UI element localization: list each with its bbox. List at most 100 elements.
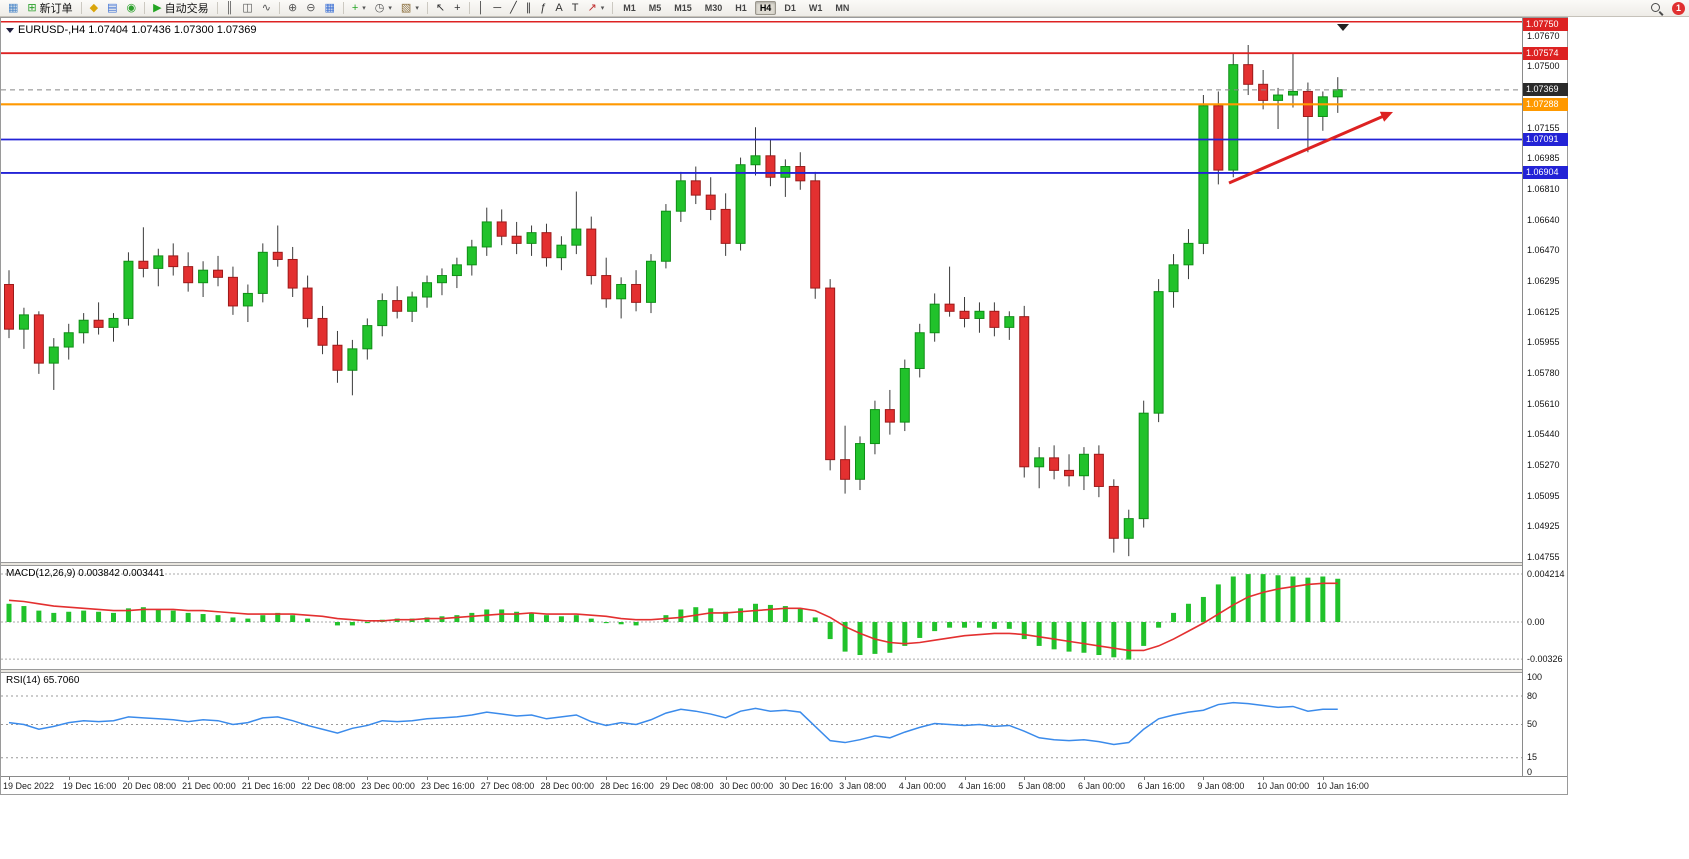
timeframe-m5-button[interactable]: M5 <box>648 3 662 13</box>
navigator-button[interactable]: ◉ <box>123 0 141 17</box>
candle <box>526 232 537 244</box>
time-axis-label: 10 Jan 00:00 <box>1257 781 1310 791</box>
line-chart-button[interactable]: ∿ <box>258 0 275 17</box>
candle <box>929 303 940 334</box>
candle <box>168 255 179 268</box>
trend-arrow-head <box>1379 111 1393 122</box>
time-tick <box>307 777 309 780</box>
templates-button[interactable]: ▧ ▾ <box>397 0 423 17</box>
candle <box>496 221 507 237</box>
chart-shift-marker[interactable] <box>1337 24 1349 31</box>
candlesticks-icon: ◫ <box>242 2 253 14</box>
candle <box>720 208 731 244</box>
current-price-badge[interactable]: 1.07369 <box>1523 83 1568 97</box>
candle <box>1317 96 1328 117</box>
vline-button[interactable]: │ <box>474 0 489 17</box>
price-axis[interactable]: 1.07670 1.07500 1.07155 1.06985 1.06810 1.066… <box>1522 18 1568 777</box>
candle <box>138 260 149 269</box>
candle <box>780 166 791 178</box>
candle <box>959 310 970 319</box>
time-axis-label: 3 Jan 08:00 <box>839 781 887 791</box>
price-badge-1-06904[interactable]: 1.06904 <box>1523 166 1568 180</box>
auto-trading-button-label: 自动交易 <box>164 3 209 15</box>
timeframe-m1-button[interactable]: M1 <box>623 3 636 13</box>
zoom-out-button[interactable]: ⊖ <box>302 0 319 17</box>
candle <box>272 251 283 260</box>
candle <box>899 367 910 423</box>
candle <box>884 409 895 423</box>
periods-button[interactable]: ◷ ▾ <box>371 0 396 17</box>
caret-down-icon: ▾ <box>362 5 366 12</box>
candle <box>1108 485 1119 539</box>
one-click-trading-toggle[interactable] <box>6 28 14 33</box>
price-badge-1-07288[interactable]: 1.07288 <box>1523 97 1568 111</box>
macd-panel[interactable]: MACD(12,26,9) 0.003842 0.003441 <box>1 566 1522 669</box>
time-tick <box>188 777 190 780</box>
trendline-button[interactable]: ╱ <box>506 0 521 17</box>
panel-splitter-rsi[interactable] <box>1 669 1567 673</box>
new-chart-button[interactable]: ▦ <box>4 0 22 17</box>
trend-arrow[interactable] <box>1228 113 1389 185</box>
candle <box>511 235 522 244</box>
toolbar-separator <box>144 2 146 14</box>
rsi-canvas[interactable] <box>1 673 1522 776</box>
timeframe-w1-button[interactable]: W1 <box>808 3 823 13</box>
search-button[interactable] <box>1646 0 1667 17</box>
zoom-in-button[interactable]: ⊕ <box>284 0 301 17</box>
notification-badge[interactable]: 1 <box>1672 1 1685 15</box>
time-axis-label: 27 Dec 08:00 <box>480 781 535 791</box>
macd-canvas[interactable] <box>1 566 1522 669</box>
tile-windows-icon: ▦ <box>324 2 335 14</box>
crosshair-button[interactable]: + <box>450 0 464 17</box>
text-button[interactable]: A <box>551 0 566 17</box>
candle <box>1183 242 1194 266</box>
tile-windows-button[interactable]: ▦ <box>320 0 338 17</box>
time-tick <box>486 777 488 780</box>
time-tick <box>725 777 727 780</box>
candle <box>347 348 358 371</box>
price-chart-canvas[interactable] <box>1 18 1522 562</box>
rsi-line <box>8 701 1338 746</box>
timeframe-m30-button[interactable]: M30 <box>704 3 723 13</box>
candle <box>63 332 74 348</box>
auto-trading-button[interactable]: ▶ 自动交易 <box>149 0 212 17</box>
timeframe-h1-button[interactable]: H1 <box>735 3 747 13</box>
candle <box>1273 94 1284 101</box>
shapes-button[interactable]: ↗ ▾ <box>584 0 609 17</box>
market-watch-button[interactable]: ◆ <box>86 0 102 17</box>
candle-chart-button[interactable]: ◫ <box>238 0 256 17</box>
indicators-button[interactable]: + ▾ <box>348 0 370 17</box>
timeframe-mn-button[interactable]: MN <box>835 3 850 13</box>
timeframe-d1-button[interactable]: D1 <box>784 3 796 13</box>
hline-button[interactable]: ─ <box>489 0 505 17</box>
label-button[interactable]: T <box>568 0 583 17</box>
channel-button[interactable]: ∥ <box>522 0 536 17</box>
rsi-panel[interactable]: RSI(14) 65.7060 <box>1 673 1522 776</box>
candle <box>302 287 313 319</box>
price-axis-label: 1.05270 <box>1527 459 1560 470</box>
fibo-button[interactable]: ƒ <box>536 0 550 17</box>
candle <box>407 296 418 312</box>
timeframe-h4-button[interactable]: H4 <box>754 1 777 15</box>
time-axis-label: 21 Dec 16:00 <box>241 781 296 791</box>
time-axis[interactable]: 19 Dec 2022 19 Dec 16:00 20 Dec 08:00 21 De… <box>1 776 1567 794</box>
price-badge-1-07091[interactable]: 1.07091 <box>1523 133 1568 147</box>
price-axis-label: 1.06470 <box>1527 245 1560 256</box>
time-tick <box>1024 777 1026 780</box>
data-window-button[interactable]: ▤ <box>103 0 121 17</box>
price-chart-panel[interactable]: EURUSD-,H4 1.07404 1.07436 1.07300 1.073… <box>1 18 1522 562</box>
time-tick <box>247 777 249 780</box>
candle <box>257 251 268 294</box>
new-order-button[interactable]: ⊞ 新订单 <box>23 0 76 17</box>
timeframe-m15-button[interactable]: M15 <box>674 3 692 13</box>
time-axis-label: 30 Dec 16:00 <box>779 781 833 791</box>
candle <box>989 310 1000 328</box>
panel-splitter-macd[interactable] <box>1 562 1567 566</box>
time-tick <box>964 777 966 780</box>
macd-axis-label: 0.004214 <box>1527 568 1565 579</box>
cursor-button[interactable]: ↖ <box>432 0 449 17</box>
candle <box>153 255 164 269</box>
price-badge-1-07750[interactable]: 1.07750 <box>1523 18 1568 31</box>
bar-chart-button[interactable]: ║ <box>222 0 238 17</box>
price-badge-1-07574[interactable]: 1.07574 <box>1523 46 1568 60</box>
